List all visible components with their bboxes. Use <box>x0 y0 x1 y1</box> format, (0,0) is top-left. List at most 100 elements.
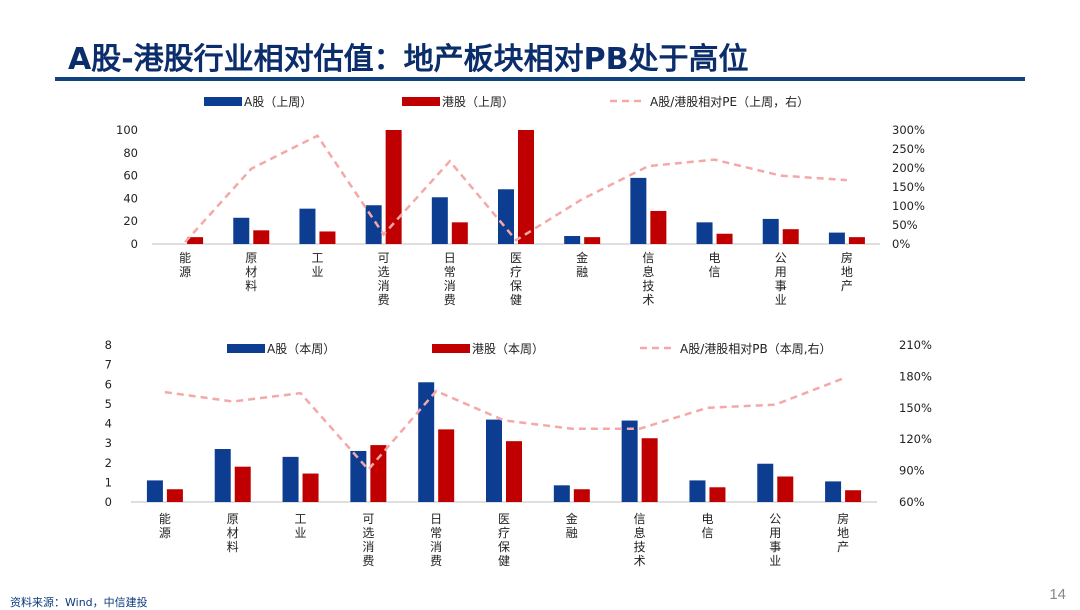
legend-swatch-1 <box>432 344 470 353</box>
category-label-5: 医疗保健 <box>510 251 522 307</box>
bar-a-share-8 <box>689 480 706 502</box>
bar-hk-share-2 <box>302 473 319 502</box>
category-label-7: 信息技术 <box>642 251 654 307</box>
bar-a-share-3 <box>365 205 382 244</box>
bar-a-share-2 <box>282 456 299 502</box>
y2-tick-label: 50% <box>892 218 918 232</box>
bar-a-share-6 <box>564 236 581 244</box>
bar-hk-share-7 <box>650 210 667 244</box>
y-tick-label: 0 <box>105 495 112 509</box>
bar-a-share-4 <box>431 197 448 244</box>
legend-label-0: A股（本周） <box>267 342 335 356</box>
y-tick-label: 2 <box>105 456 112 470</box>
y-tick-label: 1 <box>105 475 112 489</box>
y-tick-label: 20 <box>123 214 138 228</box>
category-label-9: 公用事业 <box>769 512 781 568</box>
y-tick-label: 7 <box>105 358 112 372</box>
legend-swatch-0 <box>227 344 265 353</box>
y2-tick-label: 210% <box>899 338 932 352</box>
ratio-line <box>184 134 847 243</box>
bar-hk-share-2 <box>319 231 336 244</box>
bar-hk-share-0 <box>166 489 183 502</box>
bar-a-share-9 <box>762 218 779 244</box>
category-label-1: 原材料 <box>227 512 239 554</box>
ratio-line <box>164 377 844 472</box>
category-label-10: 房地产 <box>841 250 853 293</box>
bar-a-share-1 <box>233 217 250 244</box>
category-label-0: 能源 <box>159 512 171 540</box>
category-label-0: 能源 <box>179 251 191 279</box>
bar-a-share-4 <box>418 382 435 502</box>
category-label-3: 可选消费 <box>362 512 374 568</box>
page-title: A股-港股行业相对估值：地产板块相对PB处于高位 <box>68 42 749 77</box>
bar-hk-share-10 <box>848 237 865 244</box>
category-label-8: 电信 <box>701 512 713 540</box>
bar-hk-share-4 <box>438 429 455 502</box>
category-label-7: 信息技术 <box>634 512 646 568</box>
page-number: 14 <box>1049 586 1066 603</box>
bar-hk-share-4 <box>451 222 468 244</box>
bar-hk-share-3 <box>385 130 402 244</box>
category-label-4: 日常消费 <box>444 251 456 307</box>
bar-a-share-7 <box>621 420 638 502</box>
y-tick-label: 8 <box>105 338 112 352</box>
bar-hk-share-7 <box>641 438 658 502</box>
bar-hk-share-10 <box>845 490 862 502</box>
y2-tick-label: 100% <box>892 199 925 213</box>
category-label-9: 公用事业 <box>775 251 787 307</box>
legend-label-1: 港股（本周） <box>472 342 544 356</box>
y-tick-label: 4 <box>105 417 112 431</box>
bar-hk-share-6 <box>573 489 590 502</box>
bar-hk-share-9 <box>782 229 799 244</box>
category-label-6: 金融 <box>576 250 588 279</box>
bar-hk-share-1 <box>234 466 251 502</box>
bar-a-share-8 <box>696 222 713 244</box>
title-underline <box>55 77 1025 81</box>
category-label-2: 工业 <box>311 251 323 279</box>
bar-hk-share-8 <box>716 233 733 244</box>
bar-a-share-10 <box>828 232 845 244</box>
y2-tick-label: 250% <box>892 142 925 156</box>
bar-hk-share-1 <box>253 230 270 244</box>
bar-hk-share-8 <box>709 487 726 502</box>
category-label-2: 工业 <box>295 512 307 540</box>
bar-hk-share-0 <box>187 237 204 244</box>
category-label-6: 金融 <box>566 511 578 540</box>
source-footnote: 资料来源：Wind，中信建投 <box>10 596 148 609</box>
chart-top-pe: 0 20 40 60 80 100 0% 50% 100% 150% 200% 250% 300% 能源 原… <box>116 94 925 307</box>
y2-tick-label: 180% <box>899 369 932 383</box>
bar-hk-share-6 <box>584 237 601 244</box>
category-label-5: 医疗保健 <box>498 512 510 568</box>
chart-bottom-pb: 0 1 2 3 4 5 6 7 8 60% 90% 120% 150% 180% 210% 能源 原材料 工业 可选… <box>105 338 932 568</box>
y-tick-label: 40 <box>123 191 138 205</box>
bar-a-share-10 <box>825 481 842 502</box>
category-label-3: 可选消费 <box>378 251 390 307</box>
y-tick-label: 0 <box>131 237 138 251</box>
y2-tick-label: 90% <box>899 464 925 478</box>
bar-a-share-5 <box>486 419 502 502</box>
legend-label-1: 港股（上周） <box>442 95 514 109</box>
bar-a-share-1 <box>214 449 231 502</box>
bar-hk-share-3 <box>370 445 387 502</box>
legend-label-0: A股（上周） <box>244 95 312 109</box>
y2-tick-label: 150% <box>899 401 932 415</box>
bar-a-share-7 <box>630 177 647 244</box>
y-tick-label: 5 <box>105 397 112 411</box>
bar-hk-share-5 <box>518 130 534 244</box>
bar-a-share-3 <box>350 450 367 502</box>
legend-swatch-1 <box>402 97 440 106</box>
bar-a-share-9 <box>757 463 774 502</box>
legend-swatch-0 <box>204 97 242 106</box>
category-label-8: 电信 <box>709 251 721 279</box>
y-tick-label: 80 <box>123 146 138 160</box>
y2-tick-label: 200% <box>892 161 925 175</box>
y2-tick-label: 120% <box>899 432 932 446</box>
y-tick-label: 3 <box>105 436 112 450</box>
y2-tick-label: 0% <box>892 237 910 251</box>
legend-label-2: A股/港股相对PB（本周,右） <box>680 341 832 356</box>
y2-tick-label: 150% <box>892 180 925 194</box>
category-label-1: 原材料 <box>245 251 257 293</box>
category-label-4: 日常消费 <box>430 512 442 568</box>
y2-tick-label: 60% <box>899 495 925 509</box>
y-tick-label: 100 <box>116 123 138 137</box>
